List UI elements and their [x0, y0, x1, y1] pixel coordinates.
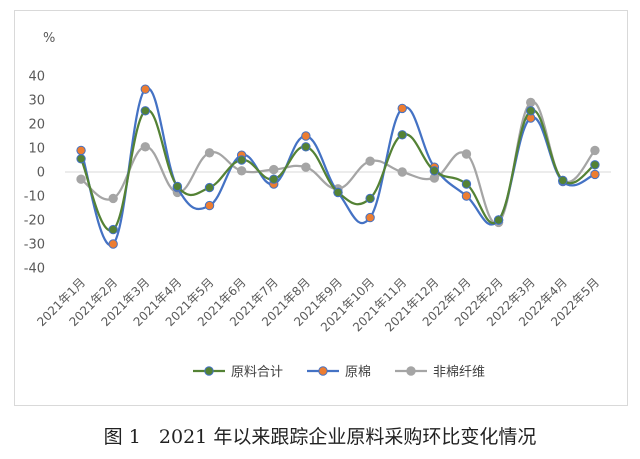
data-point	[590, 169, 600, 180]
y-tick-label: -40	[24, 262, 45, 277]
data-point	[172, 181, 183, 192]
series-line	[79, 87, 596, 247]
data-point	[333, 187, 343, 198]
data-point	[558, 175, 568, 186]
legend-item: 非棉纤维	[395, 365, 485, 380]
data-point	[236, 155, 247, 165]
data-point	[140, 142, 150, 152]
data-point	[140, 106, 150, 116]
data-point	[76, 174, 86, 184]
y-tick-label: 0	[37, 166, 45, 181]
data-point	[365, 212, 375, 223]
legend-marker	[318, 366, 328, 376]
legend-item: 原棉	[307, 365, 371, 380]
data-point	[590, 145, 600, 156]
figure-number: 图 1	[103, 425, 141, 448]
data-point	[301, 131, 311, 141]
data-point	[204, 182, 215, 193]
data-point	[526, 97, 536, 108]
y-unit-label: %	[43, 31, 55, 46]
series-1	[76, 106, 600, 235]
y-tick-label: 10	[28, 142, 45, 157]
data-point	[590, 160, 600, 170]
y-tick-label: -20	[24, 214, 45, 229]
legend-marker	[406, 366, 416, 376]
legend-marker	[204, 366, 214, 376]
y-tick-label: 30	[28, 94, 45, 109]
data-point	[301, 142, 311, 152]
legend-item: 原料合计	[193, 365, 283, 380]
data-point	[76, 145, 86, 156]
data-point	[493, 215, 504, 225]
data-point	[397, 130, 407, 140]
data-point	[108, 193, 118, 204]
series-2	[76, 84, 600, 249]
y-tick-label: 20	[28, 118, 45, 133]
data-point	[108, 224, 118, 235]
data-point	[140, 84, 150, 94]
data-point	[236, 166, 247, 176]
data-point	[461, 191, 472, 201]
data-point	[461, 149, 472, 159]
line-chart: % 403020100-10-20-30-402021年1月2021年2月202…	[24, 31, 611, 380]
data-point	[204, 200, 215, 211]
series-line	[80, 100, 596, 225]
data-point	[429, 166, 440, 176]
chart-frame: % 40 30 20 10 0 -10 -20 -30 -40 2021年1月 2021年2月 202…	[14, 10, 628, 406]
y-tick-label: -10	[24, 190, 45, 205]
data-point	[461, 179, 472, 189]
figure-caption: 图 1 2021 年以来跟踪企业原料采购环比变化情况	[0, 420, 640, 450]
data-point	[397, 103, 407, 114]
data-point	[301, 162, 311, 172]
figure-title: 2021 年以来跟踪企业原料采购环比变化情况	[158, 425, 537, 448]
data-point	[397, 167, 407, 177]
data-point	[365, 156, 375, 166]
y-tick-label: -30	[24, 238, 45, 253]
data-point	[204, 148, 215, 158]
data-point	[526, 106, 536, 116]
caption-gap	[141, 424, 159, 446]
data-point	[108, 239, 118, 249]
legend-label: 原料合计	[231, 365, 283, 380]
y-tick-label: 40	[28, 70, 45, 85]
data-point	[269, 164, 279, 175]
legend-label: 原棉	[345, 365, 371, 380]
data-point	[365, 193, 375, 204]
data-point	[269, 174, 279, 184]
data-point	[76, 154, 86, 164]
legend-label: 非棉纤维	[433, 365, 485, 380]
series-line	[80, 109, 596, 232]
